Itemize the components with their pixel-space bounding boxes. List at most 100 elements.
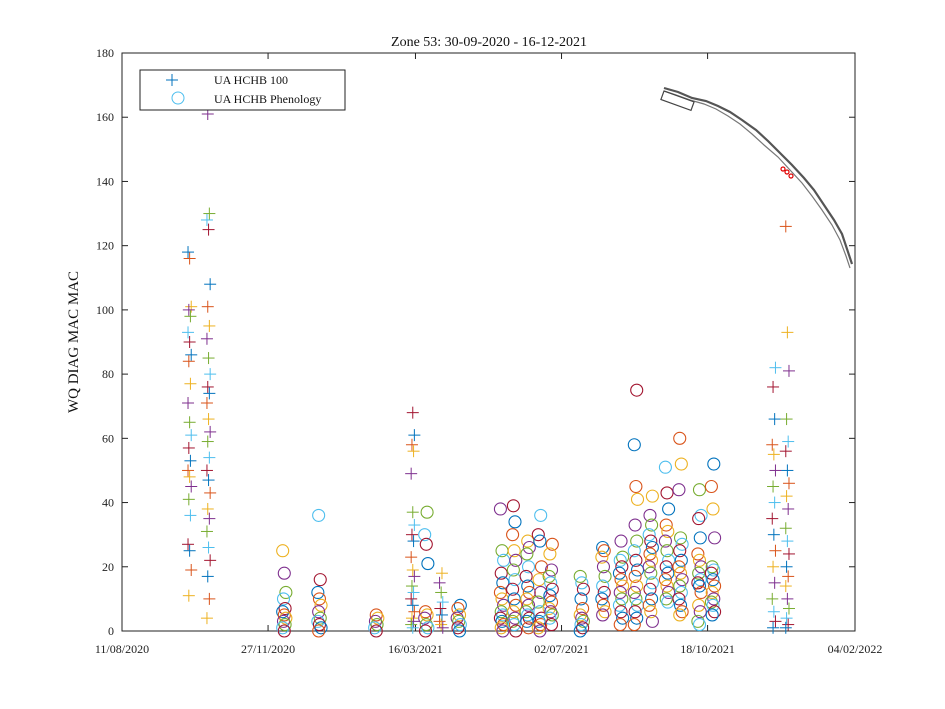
data-point-plus <box>435 586 448 599</box>
data-point-plus <box>200 464 213 477</box>
data-point-plus <box>406 563 419 576</box>
data-point-circle <box>453 598 467 612</box>
data-point-circle <box>708 605 722 619</box>
data-point-circle <box>630 534 644 548</box>
data-point-circle <box>276 605 290 619</box>
data-point-plus <box>782 570 795 583</box>
data-point-plus <box>433 615 446 628</box>
data-point-circle <box>576 614 590 628</box>
data-point-plus <box>779 522 792 535</box>
data-point-plus <box>782 364 795 377</box>
data-point-circle <box>613 553 627 567</box>
data-point-circle <box>506 499 520 513</box>
data-point-circle <box>692 598 706 612</box>
data-point-circle <box>574 592 588 606</box>
data-point-circle <box>645 518 659 532</box>
legend-box <box>139 69 346 111</box>
data-point-circle <box>598 569 612 583</box>
data-point-circle <box>314 598 328 612</box>
data-point-circle <box>496 576 510 590</box>
data-point-circle <box>615 592 629 606</box>
data-point-plus <box>766 512 779 525</box>
data-point-plus <box>184 310 197 323</box>
x-tick-label: 27/11/2020 <box>241 642 295 656</box>
data-point-plus <box>185 348 198 361</box>
data-point-plus <box>405 467 418 480</box>
data-point-plus <box>780 612 793 625</box>
data-point-plus <box>407 445 420 458</box>
data-point-plus <box>767 380 780 393</box>
data-point-plus <box>433 576 446 589</box>
data-point-plus <box>182 464 195 477</box>
data-point-circle <box>660 579 674 593</box>
data-point-circle <box>691 614 705 628</box>
data-point-plus <box>408 570 421 583</box>
data-point-circle <box>613 618 627 632</box>
data-point-circle <box>278 618 292 632</box>
data-point-circle <box>312 624 326 638</box>
data-point-circle <box>534 508 548 522</box>
data-point-circle <box>598 605 612 619</box>
data-point-plus <box>766 592 779 605</box>
data-point-plus <box>200 612 213 625</box>
data-point-circle <box>543 547 557 561</box>
data-point-circle <box>576 621 590 635</box>
data-point-circle <box>674 585 688 600</box>
data-point-circle <box>614 534 628 548</box>
data-point-circle <box>507 592 521 606</box>
data-point-plus <box>182 326 195 339</box>
axes: 0 20 40 60 80 100 120 140 160 180 11/08/2020 27/11/… <box>95 46 882 656</box>
data-point-circle <box>509 553 523 567</box>
data-point-circle <box>279 611 293 625</box>
data-point-circle <box>418 611 432 625</box>
data-point-circle <box>418 605 433 619</box>
data-point-circle <box>659 592 673 606</box>
data-point-plus <box>406 506 419 519</box>
data-point-circle <box>368 614 383 628</box>
data-point-plus <box>182 303 195 316</box>
data-point-circle <box>692 566 706 580</box>
data-point-circle <box>543 611 557 625</box>
data-point-plus <box>200 525 213 538</box>
data-point-plus <box>782 547 795 560</box>
data-point-plus <box>781 535 794 548</box>
data-point-circle <box>573 608 587 622</box>
data-point-plus <box>184 454 197 467</box>
data-point-plus <box>202 474 215 487</box>
data-point-circle <box>519 569 533 583</box>
data-point-plus <box>405 592 418 605</box>
data-point-circle <box>311 614 325 628</box>
data-point-circle <box>544 618 559 632</box>
data-point-circle <box>509 624 523 638</box>
data-point-circle <box>659 518 673 532</box>
data-point-circle <box>658 460 672 474</box>
data-point-circle <box>627 585 641 600</box>
data-point-plus <box>434 602 447 615</box>
data-point-circle <box>644 566 658 580</box>
data-point-plus <box>408 605 421 618</box>
data-point-circle <box>707 563 721 577</box>
data-point-circle <box>493 585 507 600</box>
data-point-circle <box>658 534 672 548</box>
data-point-circle <box>534 560 549 574</box>
data-point-circle <box>545 608 559 622</box>
data-point-circle <box>313 611 327 625</box>
data-point-circle <box>420 608 434 622</box>
data-point-plus <box>203 387 216 400</box>
data-point-circle <box>451 621 465 635</box>
data-point-circle <box>614 605 628 619</box>
inset-map <box>660 86 854 269</box>
data-point-plus <box>769 544 782 557</box>
data-point-circle <box>533 605 547 619</box>
data-point-circle <box>278 601 292 616</box>
data-point-circle <box>642 560 656 574</box>
data-point-circle <box>672 592 686 606</box>
data-point-plus <box>407 535 420 548</box>
data-point-plus <box>780 490 793 503</box>
data-point-circle <box>521 608 535 622</box>
data-point-circle <box>616 579 630 593</box>
data-point-circle <box>661 524 675 539</box>
data-point-circle <box>630 598 645 612</box>
data-point-circle <box>522 585 536 600</box>
data-point-circle <box>507 544 521 558</box>
